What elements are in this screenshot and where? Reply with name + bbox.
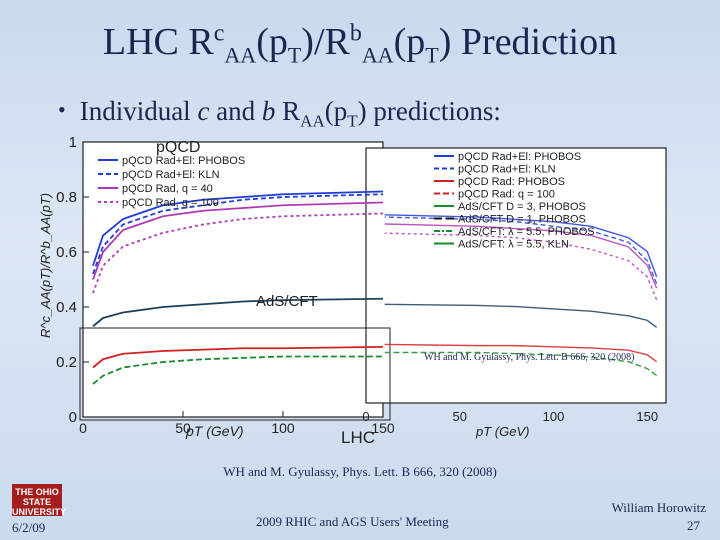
y-tick-label-0: 0 <box>69 409 77 426</box>
legend-right-item-0: pQCD Rad+El: PHOBOS <box>458 151 581 163</box>
label-lhc: LHC <box>341 428 375 447</box>
right-series-line-2 <box>384 223 658 289</box>
x-axis-label-right: pT (GeV) <box>475 424 529 439</box>
label-adscft: AdS/CFT <box>256 293 318 310</box>
right-series-line-6 <box>384 351 658 377</box>
x-tick-label-0: 0 <box>79 420 87 436</box>
footer-meeting: 2009 RHIC and AGS Users' Meeting <box>256 514 449 529</box>
university-logo: THE OHIO STATE UNIVERSITY <box>12 484 66 517</box>
y-tick-label-5: 1 <box>69 134 77 151</box>
series-line-2 <box>92 201 384 280</box>
footer-page: 27 <box>687 518 700 533</box>
x-tick-label-1: 50 <box>175 420 191 436</box>
legend-right-item-6: AdS/CFT: λ = 5.5, PHOBOS <box>458 226 595 238</box>
x-tick-label-3: 150 <box>371 420 395 436</box>
y-tick-label-2: 0.4 <box>56 299 77 316</box>
legend-right-item-3: pQCD Rad: q = 100 <box>458 189 555 201</box>
citation: WH and M. Gyulassy, Phys. Lett. B 666, 3… <box>223 464 497 479</box>
left-panel-frame <box>82 141 384 418</box>
citation-inner: WH and M. Gyulassy, Phys. Lett. B 666, 3… <box>424 352 634 363</box>
slide-title: LHC RcAA(pT)/RbAA(pT) Prediction <box>102 20 618 68</box>
legend-right-item-4: AdS/CFT D = 3, PHOBOS <box>458 201 586 213</box>
series-line-6 <box>92 355 383 385</box>
right-x-tick-label-0: 0 <box>362 409 369 424</box>
bullet-dot-icon: • <box>58 97 66 122</box>
right-series-line-4 <box>384 303 658 328</box>
right-panel-frame <box>365 147 667 404</box>
x-axis-label-left: pT (GeV) <box>185 423 244 439</box>
y-tick-label-3: 0.6 <box>56 244 77 261</box>
legend-left-item-3: pQCD Rad, q = 100 <box>122 197 219 209</box>
label-pqcd: pQCD <box>156 139 200 156</box>
footer-date: 6/2/09 <box>12 520 46 535</box>
y-axis-label: R^c_AA(pT)/R^b_AA(pT) <box>38 193 53 338</box>
legend-right-item-1: pQCD Rad+El: KLN <box>458 164 556 176</box>
legend-left-item-0: pQCD Rad+El: PHOBOS <box>122 155 245 167</box>
legend-left-item-2: pQCD Rad, q = 40 <box>122 183 213 195</box>
mid-panel-frame <box>79 327 391 421</box>
figure: 0 0.2 0.4 0.6 0.8 1 0 50 100 150 0 50 100 150 pQCD Ra… <box>36 88 696 448</box>
y-tick-label-1: 0.2 <box>56 354 77 371</box>
series-line-4 <box>92 297 384 327</box>
legend-left-item-1: pQCD Rad+El: KLN <box>122 169 220 181</box>
right-series-line-0 <box>384 214 658 278</box>
right-x-tick-label-1: 50 <box>453 409 467 424</box>
footer-author: William Horowitz <box>611 500 706 515</box>
right-x-tick-label-2: 100 <box>543 409 565 424</box>
y-tick-label-4: 0.8 <box>56 189 77 206</box>
legend-right-item-5: AdS/CFT D = 1, PHOBOS <box>458 214 586 226</box>
right-x-tick-label-3: 150 <box>636 409 658 424</box>
legend-right-item-2: pQCD Rad: PHOBOS <box>458 176 565 188</box>
legend-right-item-7: AdS/CFT: λ = 5.5, KLN <box>458 239 569 251</box>
series-line-1 <box>92 193 384 275</box>
x-tick-label-2: 100 <box>271 420 295 436</box>
series-line-5 <box>92 345 384 369</box>
right-series-line-5 <box>384 343 658 363</box>
series-line-0 <box>92 190 384 267</box>
bullet-point: • Individual c and b RAA(pT) predictions: <box>58 96 501 131</box>
